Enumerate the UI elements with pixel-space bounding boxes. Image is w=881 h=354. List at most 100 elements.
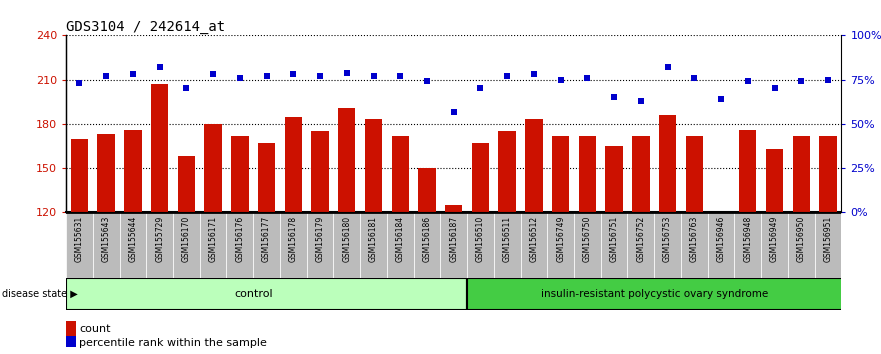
Bar: [418, 168, 436, 354]
Bar: [66, 336, 76, 350]
Point: [233, 75, 247, 81]
Bar: [601, 212, 627, 278]
Text: GSM156187: GSM156187: [449, 216, 458, 262]
Point: [126, 72, 140, 77]
Point: [206, 72, 220, 77]
Bar: [579, 136, 596, 354]
Point: [661, 64, 675, 70]
Bar: [685, 136, 703, 354]
Point: [607, 95, 621, 100]
Point: [500, 73, 515, 79]
Bar: [253, 212, 280, 278]
Point: [741, 79, 755, 84]
Bar: [494, 212, 521, 278]
Text: GSM156750: GSM156750: [583, 216, 592, 262]
Point: [794, 79, 808, 84]
Text: GSM156512: GSM156512: [529, 216, 538, 262]
Bar: [735, 212, 761, 278]
Point: [767, 86, 781, 91]
Bar: [360, 212, 387, 278]
Point: [366, 73, 381, 79]
Bar: [151, 84, 168, 354]
Text: GSM156949: GSM156949: [770, 216, 779, 262]
Bar: [659, 115, 677, 354]
Bar: [120, 212, 146, 278]
Bar: [574, 212, 601, 278]
Text: insulin-resistant polycystic ovary syndrome: insulin-resistant polycystic ovary syndr…: [541, 289, 768, 299]
Bar: [655, 212, 681, 278]
Bar: [124, 130, 142, 354]
Text: GSM156946: GSM156946: [716, 216, 726, 262]
Bar: [66, 321, 76, 336]
Text: GSM156753: GSM156753: [663, 216, 672, 262]
Text: GSM156184: GSM156184: [396, 216, 404, 262]
Bar: [258, 143, 275, 354]
Text: GSM156178: GSM156178: [289, 216, 298, 262]
Bar: [766, 149, 783, 354]
Bar: [633, 136, 649, 354]
Bar: [311, 131, 329, 354]
Point: [313, 73, 327, 79]
Bar: [681, 212, 707, 278]
Point: [260, 73, 274, 79]
Text: GSM156951: GSM156951: [824, 216, 833, 262]
Bar: [365, 119, 382, 354]
Text: GSM155644: GSM155644: [129, 216, 137, 262]
Bar: [70, 139, 88, 354]
Bar: [387, 212, 413, 278]
Bar: [173, 212, 200, 278]
FancyBboxPatch shape: [66, 278, 467, 310]
Point: [633, 98, 648, 104]
Bar: [280, 212, 307, 278]
Bar: [499, 131, 516, 354]
Text: GSM156177: GSM156177: [262, 216, 271, 262]
Bar: [815, 212, 841, 278]
Bar: [440, 212, 467, 278]
Point: [100, 73, 114, 79]
Text: GSM156511: GSM156511: [503, 216, 512, 262]
Text: GSM156749: GSM156749: [556, 216, 565, 262]
Text: GSM155729: GSM155729: [155, 216, 164, 262]
Text: GDS3104 / 242614_at: GDS3104 / 242614_at: [66, 21, 226, 34]
Text: control: control: [233, 289, 272, 299]
FancyBboxPatch shape: [467, 278, 855, 310]
Bar: [231, 136, 248, 354]
Bar: [204, 124, 222, 354]
Bar: [178, 156, 195, 354]
Bar: [93, 212, 120, 278]
Bar: [285, 116, 302, 354]
Text: GSM156186: GSM156186: [423, 216, 432, 262]
Point: [553, 77, 567, 82]
Bar: [413, 212, 440, 278]
Point: [340, 70, 354, 75]
Bar: [547, 212, 574, 278]
Bar: [391, 136, 409, 354]
Point: [152, 64, 167, 70]
Text: GSM156763: GSM156763: [690, 216, 699, 262]
Bar: [146, 212, 173, 278]
Bar: [819, 136, 837, 354]
Text: GSM155643: GSM155643: [101, 216, 111, 262]
Bar: [713, 212, 729, 354]
Bar: [707, 212, 735, 278]
Bar: [739, 130, 757, 354]
Point: [821, 77, 835, 82]
Text: GSM155631: GSM155631: [75, 216, 84, 262]
Point: [714, 96, 728, 102]
Text: GSM156176: GSM156176: [235, 216, 244, 262]
Text: GSM156181: GSM156181: [369, 216, 378, 262]
Point: [72, 80, 86, 86]
Text: GSM156752: GSM156752: [636, 216, 646, 262]
Bar: [445, 205, 463, 354]
Point: [420, 79, 434, 84]
Point: [581, 75, 595, 81]
Bar: [467, 212, 494, 278]
Text: disease state ▶: disease state ▶: [2, 289, 78, 299]
Point: [286, 72, 300, 77]
Bar: [605, 146, 623, 354]
Bar: [788, 212, 815, 278]
Bar: [333, 212, 360, 278]
Point: [393, 73, 407, 79]
Point: [447, 109, 461, 114]
Text: GSM156171: GSM156171: [209, 216, 218, 262]
